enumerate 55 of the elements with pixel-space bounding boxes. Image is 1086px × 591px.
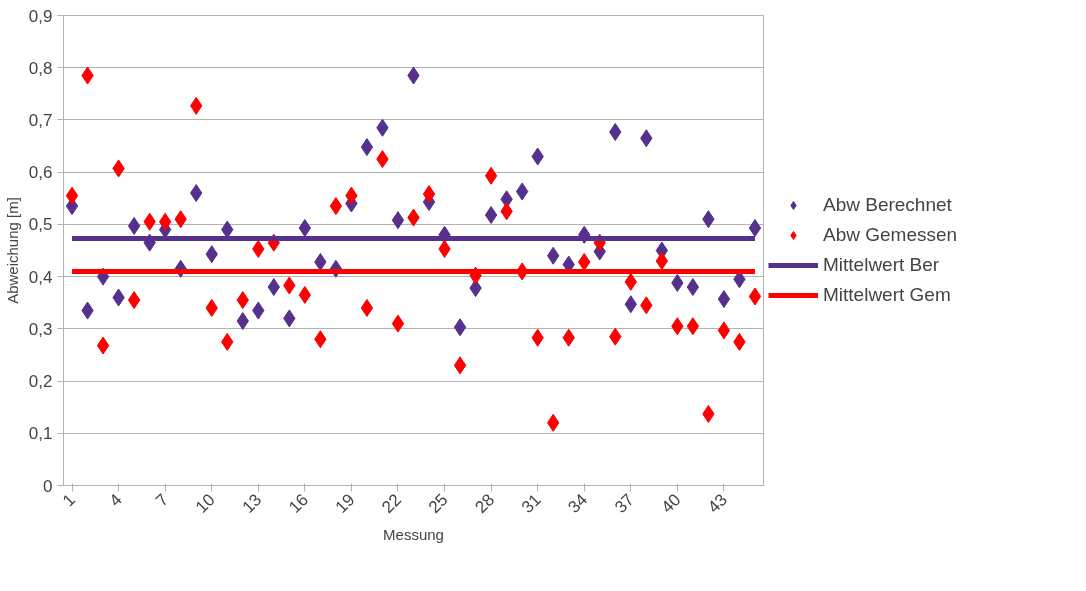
point — [686, 317, 700, 336]
point — [391, 211, 405, 230]
point — [329, 197, 343, 216]
point — [65, 186, 79, 205]
x-tick-label: 22 — [378, 490, 406, 517]
x-tick-label: 34 — [564, 490, 592, 517]
point — [298, 285, 312, 304]
y-tick-label: 0,5 — [28, 215, 53, 235]
y-tick-label: 0,8 — [28, 58, 53, 78]
y-tick-label: 0,4 — [28, 267, 53, 287]
point — [96, 336, 110, 355]
point — [453, 318, 467, 337]
x-tick-label: 4 — [105, 490, 126, 511]
x-tick-label: 43 — [704, 490, 731, 517]
x-tick-label: 28 — [471, 490, 499, 517]
point — [515, 182, 529, 201]
legend-label: Mittelwert Gem — [823, 284, 951, 306]
x-tick-label: 40 — [657, 490, 685, 517]
point — [360, 298, 374, 317]
x-tick-label: 31 — [517, 490, 545, 517]
x-tick-label: 25 — [424, 490, 452, 517]
x-tick-label: 1 — [58, 490, 80, 511]
point — [360, 138, 374, 157]
point — [391, 314, 405, 333]
x-tick-label: 7 — [152, 490, 173, 511]
y-axis-title: Abweichung [m] — [3, 197, 21, 304]
y-tick-label: 0,7 — [28, 110, 53, 130]
x-tick-label: 16 — [285, 490, 312, 517]
point — [717, 321, 731, 340]
x-tick-label: 19 — [331, 490, 359, 517]
x-axis-title: Messung — [383, 526, 444, 544]
legend-label: Abw Berechnet — [823, 194, 952, 216]
y-tick-label: 0,3 — [28, 319, 53, 339]
point — [748, 219, 762, 238]
x-tick-label: 13 — [238, 490, 266, 517]
point — [127, 291, 141, 310]
point — [236, 312, 249, 330]
legend-label: Abw Gemessen — [823, 224, 958, 246]
point — [686, 278, 700, 297]
point — [422, 185, 436, 204]
point — [748, 287, 762, 306]
point — [127, 216, 141, 235]
point — [298, 219, 312, 238]
point — [453, 356, 467, 375]
point — [484, 166, 498, 185]
point — [717, 290, 731, 309]
x-tick-label: 10 — [191, 490, 219, 517]
y-tick-label: 0 — [43, 476, 53, 496]
x-tick-label: 37 — [611, 490, 638, 517]
y-tick-label: 0,9 — [28, 6, 53, 26]
y-tick-label: 0,1 — [28, 424, 53, 444]
point — [484, 205, 498, 224]
y-tick-label: 0,6 — [28, 163, 53, 183]
legend-label: Mittelwert Ber — [823, 254, 940, 276]
y-tick-label: 0,2 — [28, 372, 53, 392]
